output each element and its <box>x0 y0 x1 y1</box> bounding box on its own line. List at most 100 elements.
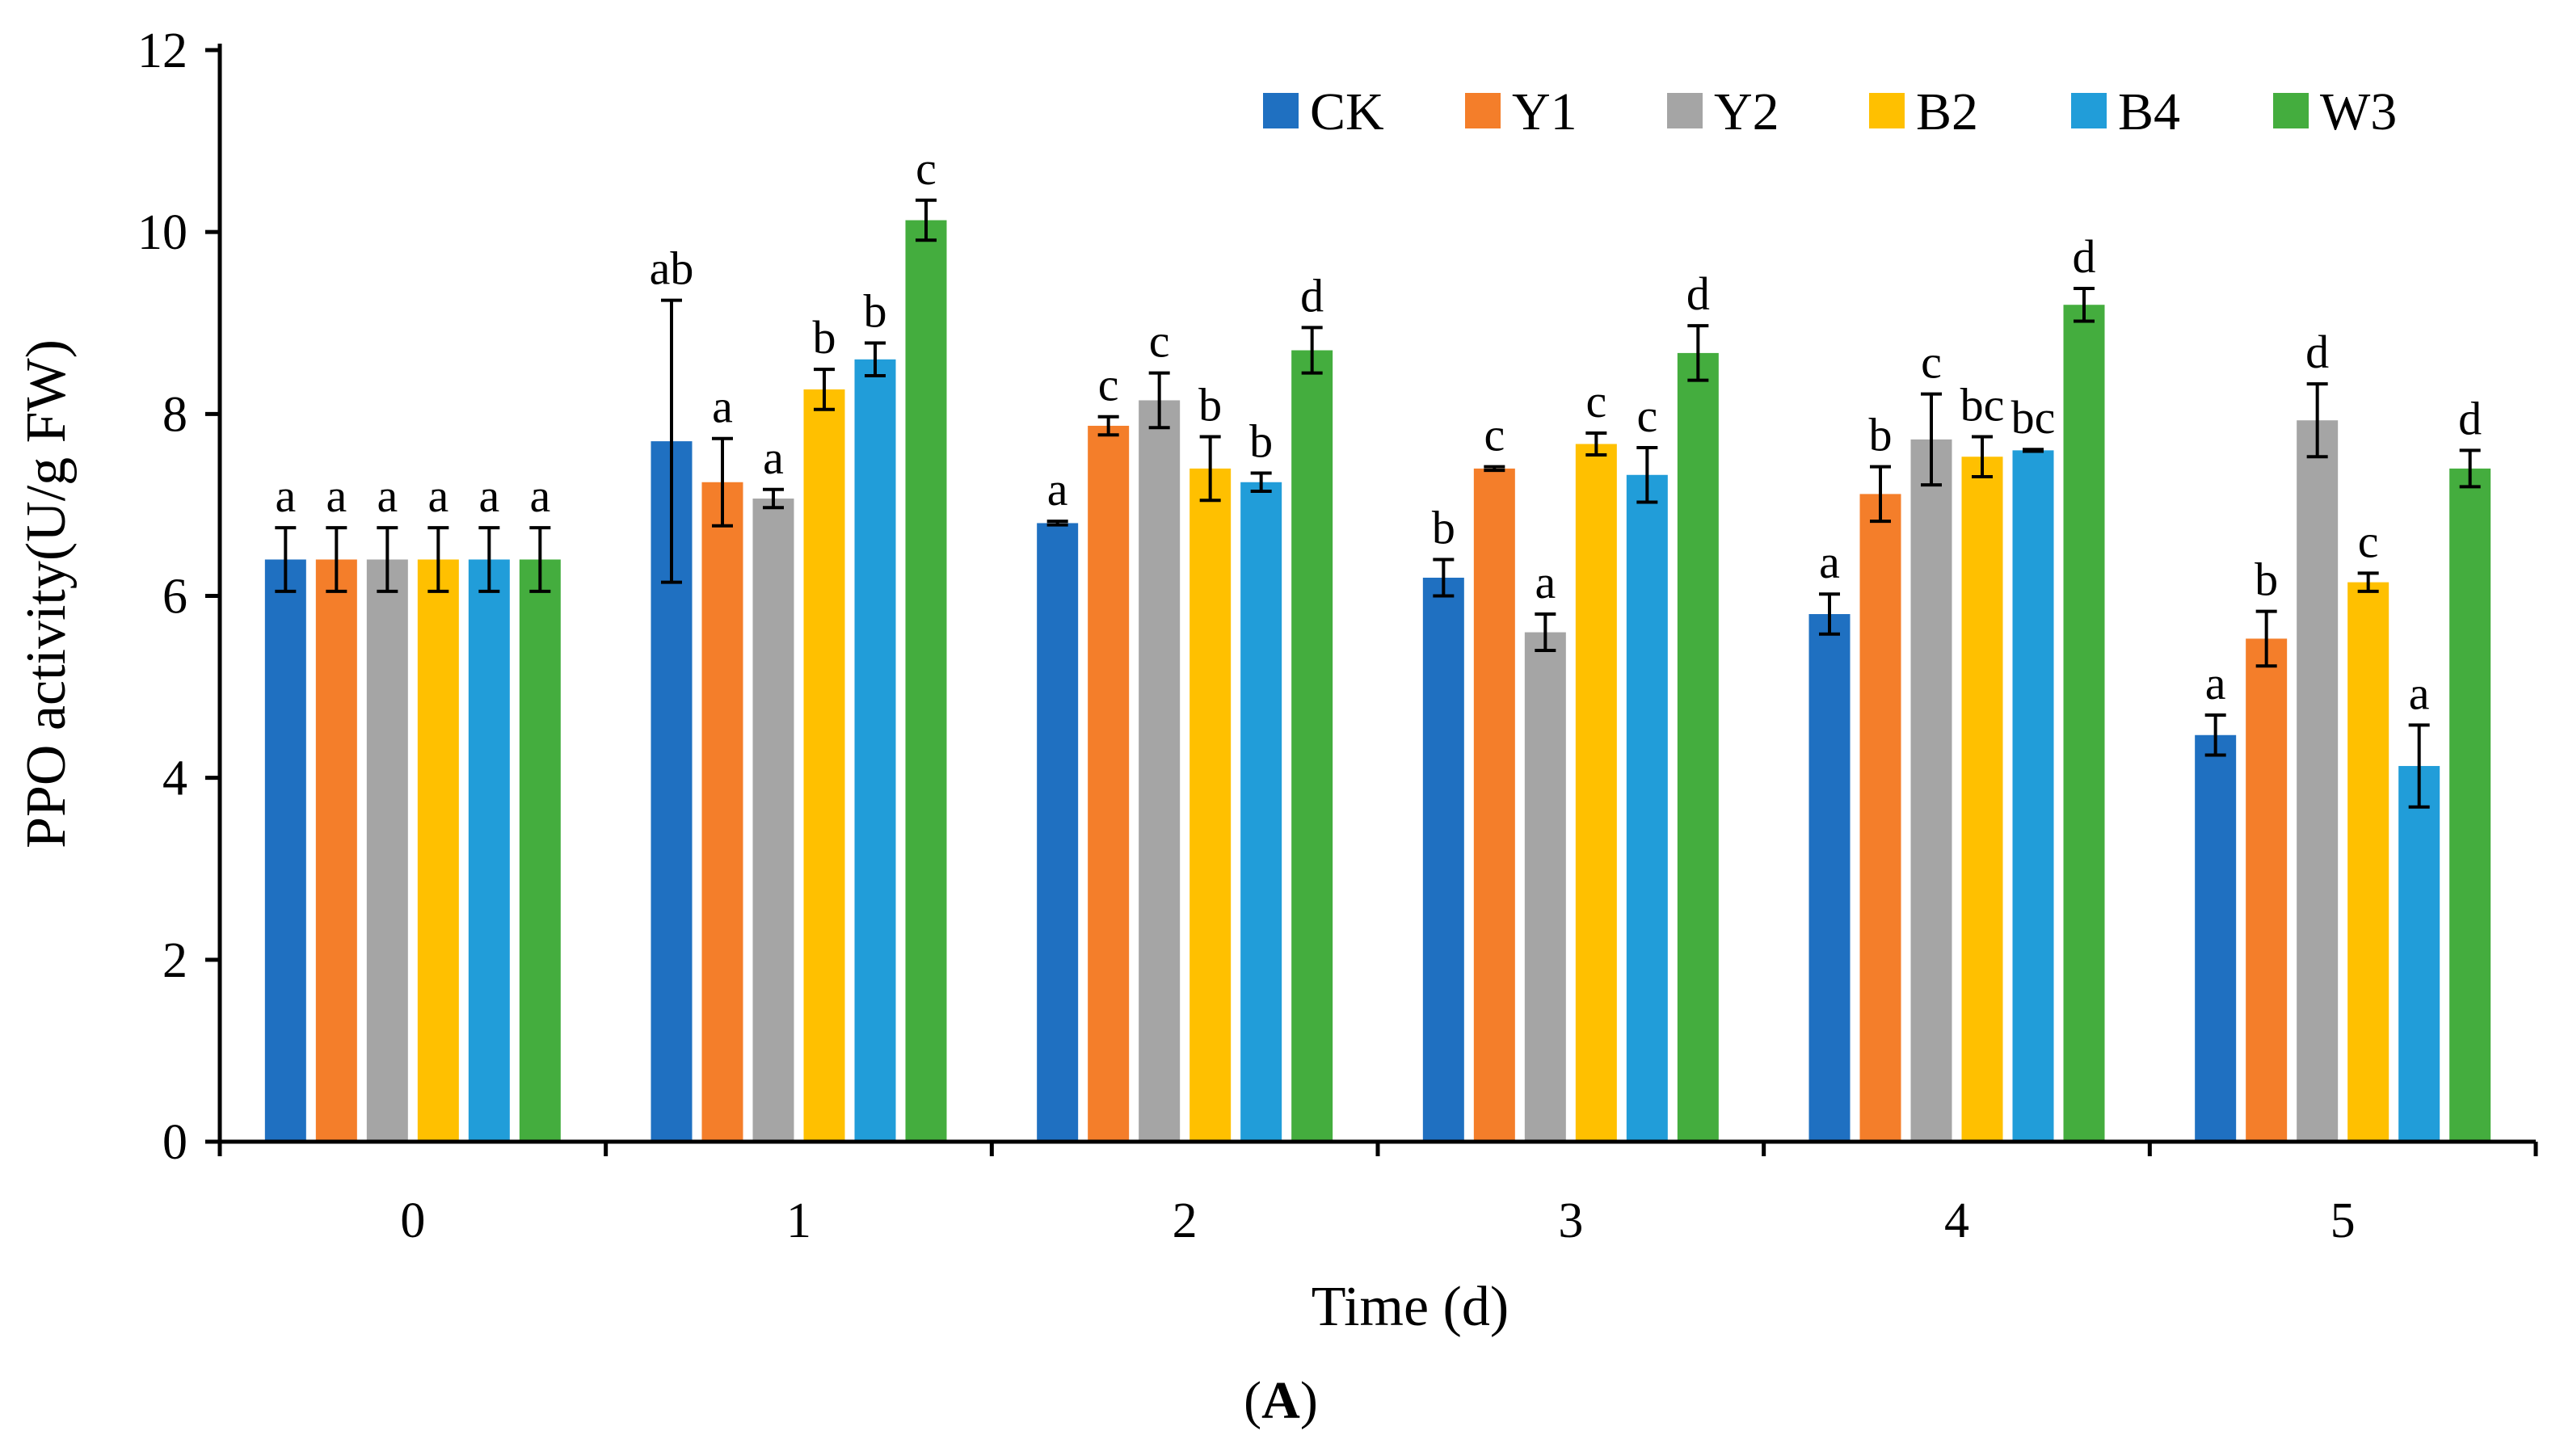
significance-label: a <box>1047 463 1068 515</box>
bar <box>2195 734 2237 1142</box>
bar <box>1859 494 1901 1142</box>
legend-swatch <box>2071 93 2107 128</box>
bar <box>1808 614 1851 1142</box>
significance-label: c <box>1636 389 1657 442</box>
x-tick-label: 3 <box>1558 1193 1583 1248</box>
y-tick-label: 6 <box>162 570 187 625</box>
significance-label: b <box>1198 378 1222 431</box>
legend-swatch <box>1465 93 1501 128</box>
significance-label: c <box>2358 515 2379 567</box>
legend-swatch <box>1869 93 1905 128</box>
significance-label: b <box>2255 553 2278 606</box>
legend-swatch <box>1667 93 1703 128</box>
significance-label: b <box>1869 409 1893 461</box>
legend-label: Y2 <box>1714 82 1779 141</box>
significance-label: a <box>1819 536 1840 588</box>
bar <box>2347 582 2389 1142</box>
significance-label: d <box>2458 392 2482 444</box>
legend-swatch <box>2273 93 2309 128</box>
significance-label: a <box>2205 657 2226 709</box>
x-tick-label: 2 <box>1173 1193 1198 1248</box>
bar <box>366 559 408 1142</box>
y-tick-label: 8 <box>162 387 187 442</box>
x-axis-title: Time (d) <box>1312 1276 1509 1338</box>
bar <box>1524 632 1566 1142</box>
bar <box>1910 439 1952 1142</box>
significance-label: a <box>377 469 398 522</box>
bar <box>264 559 306 1142</box>
significance-label: c <box>1921 336 1942 389</box>
bar <box>1961 457 2003 1142</box>
bar <box>1291 350 1333 1142</box>
legend-swatch <box>1263 93 1299 128</box>
y-tick-label: 12 <box>137 23 187 78</box>
significance-label: b <box>864 285 887 338</box>
x-tick-label: 1 <box>786 1193 811 1248</box>
legend-label: W3 <box>2320 82 2397 141</box>
x-tick-label: 0 <box>400 1193 425 1248</box>
significance-label: c <box>916 142 937 195</box>
panel-label-letter: A <box>1261 1371 1300 1430</box>
bar <box>1139 400 1181 1142</box>
bar <box>417 559 459 1142</box>
significance-label: b <box>813 311 836 364</box>
legend-label: B4 <box>2118 82 2180 141</box>
significance-label: d <box>2305 326 2329 378</box>
significance-label: a <box>326 469 347 522</box>
bar <box>2297 420 2339 1142</box>
significance-label: d <box>1686 267 1710 320</box>
bar <box>1626 474 1668 1142</box>
bar <box>1422 577 1464 1142</box>
bar <box>2398 766 2440 1142</box>
significance-label: d <box>2073 230 2096 283</box>
bar <box>701 482 743 1142</box>
significance-label: a <box>478 469 499 522</box>
bar <box>1189 468 1232 1142</box>
significance-label: a <box>529 469 550 522</box>
x-tick-label: 4 <box>1944 1193 1969 1248</box>
significance-label: b <box>1249 415 1273 468</box>
bar <box>2012 450 2054 1142</box>
bar <box>2246 638 2288 1142</box>
bar <box>1473 468 1515 1142</box>
panel-label-paren-close: ) <box>1300 1371 1318 1430</box>
bar <box>803 389 845 1142</box>
significance-label: a <box>763 431 784 484</box>
legend-label: CK <box>1310 82 1384 141</box>
significance-label: c <box>1098 359 1119 411</box>
significance-label: c <box>1585 375 1606 427</box>
bar <box>1088 425 1130 1142</box>
bar <box>905 220 947 1142</box>
legend: CK Y1 Y2 B2 B4 W3 <box>1263 82 2397 141</box>
significance-label: a <box>712 381 733 433</box>
significance-label: ab <box>650 242 694 295</box>
y-tick-label: 10 <box>137 205 187 260</box>
bar <box>315 559 357 1142</box>
bar <box>2063 305 2105 1142</box>
significance-label: b <box>1432 501 1455 553</box>
y-tick-label: 2 <box>162 933 187 988</box>
significance-label: d <box>1300 269 1324 322</box>
x-tick-label: 5 <box>2331 1193 2356 1248</box>
significance-label: a <box>275 469 296 522</box>
legend-label: Y1 <box>1512 82 1577 141</box>
bar <box>752 499 794 1142</box>
significance-label: a <box>1535 556 1556 608</box>
y-tick-label: 4 <box>162 751 187 806</box>
bar <box>1677 352 1719 1142</box>
panel-label-paren-open: ( <box>1244 1371 1261 1430</box>
bar <box>2449 468 2491 1142</box>
y-axis-title: PPO activity(U/g FW) <box>15 339 78 848</box>
significance-label: bc <box>1960 378 2005 431</box>
bar <box>1240 482 1282 1142</box>
bar <box>854 359 896 1142</box>
bar <box>468 559 510 1142</box>
bar <box>519 559 561 1142</box>
significance-label: a <box>2409 667 2430 719</box>
bar <box>1575 444 1617 1142</box>
y-tick-label: 0 <box>162 1115 187 1170</box>
significance-label: a <box>427 469 448 522</box>
